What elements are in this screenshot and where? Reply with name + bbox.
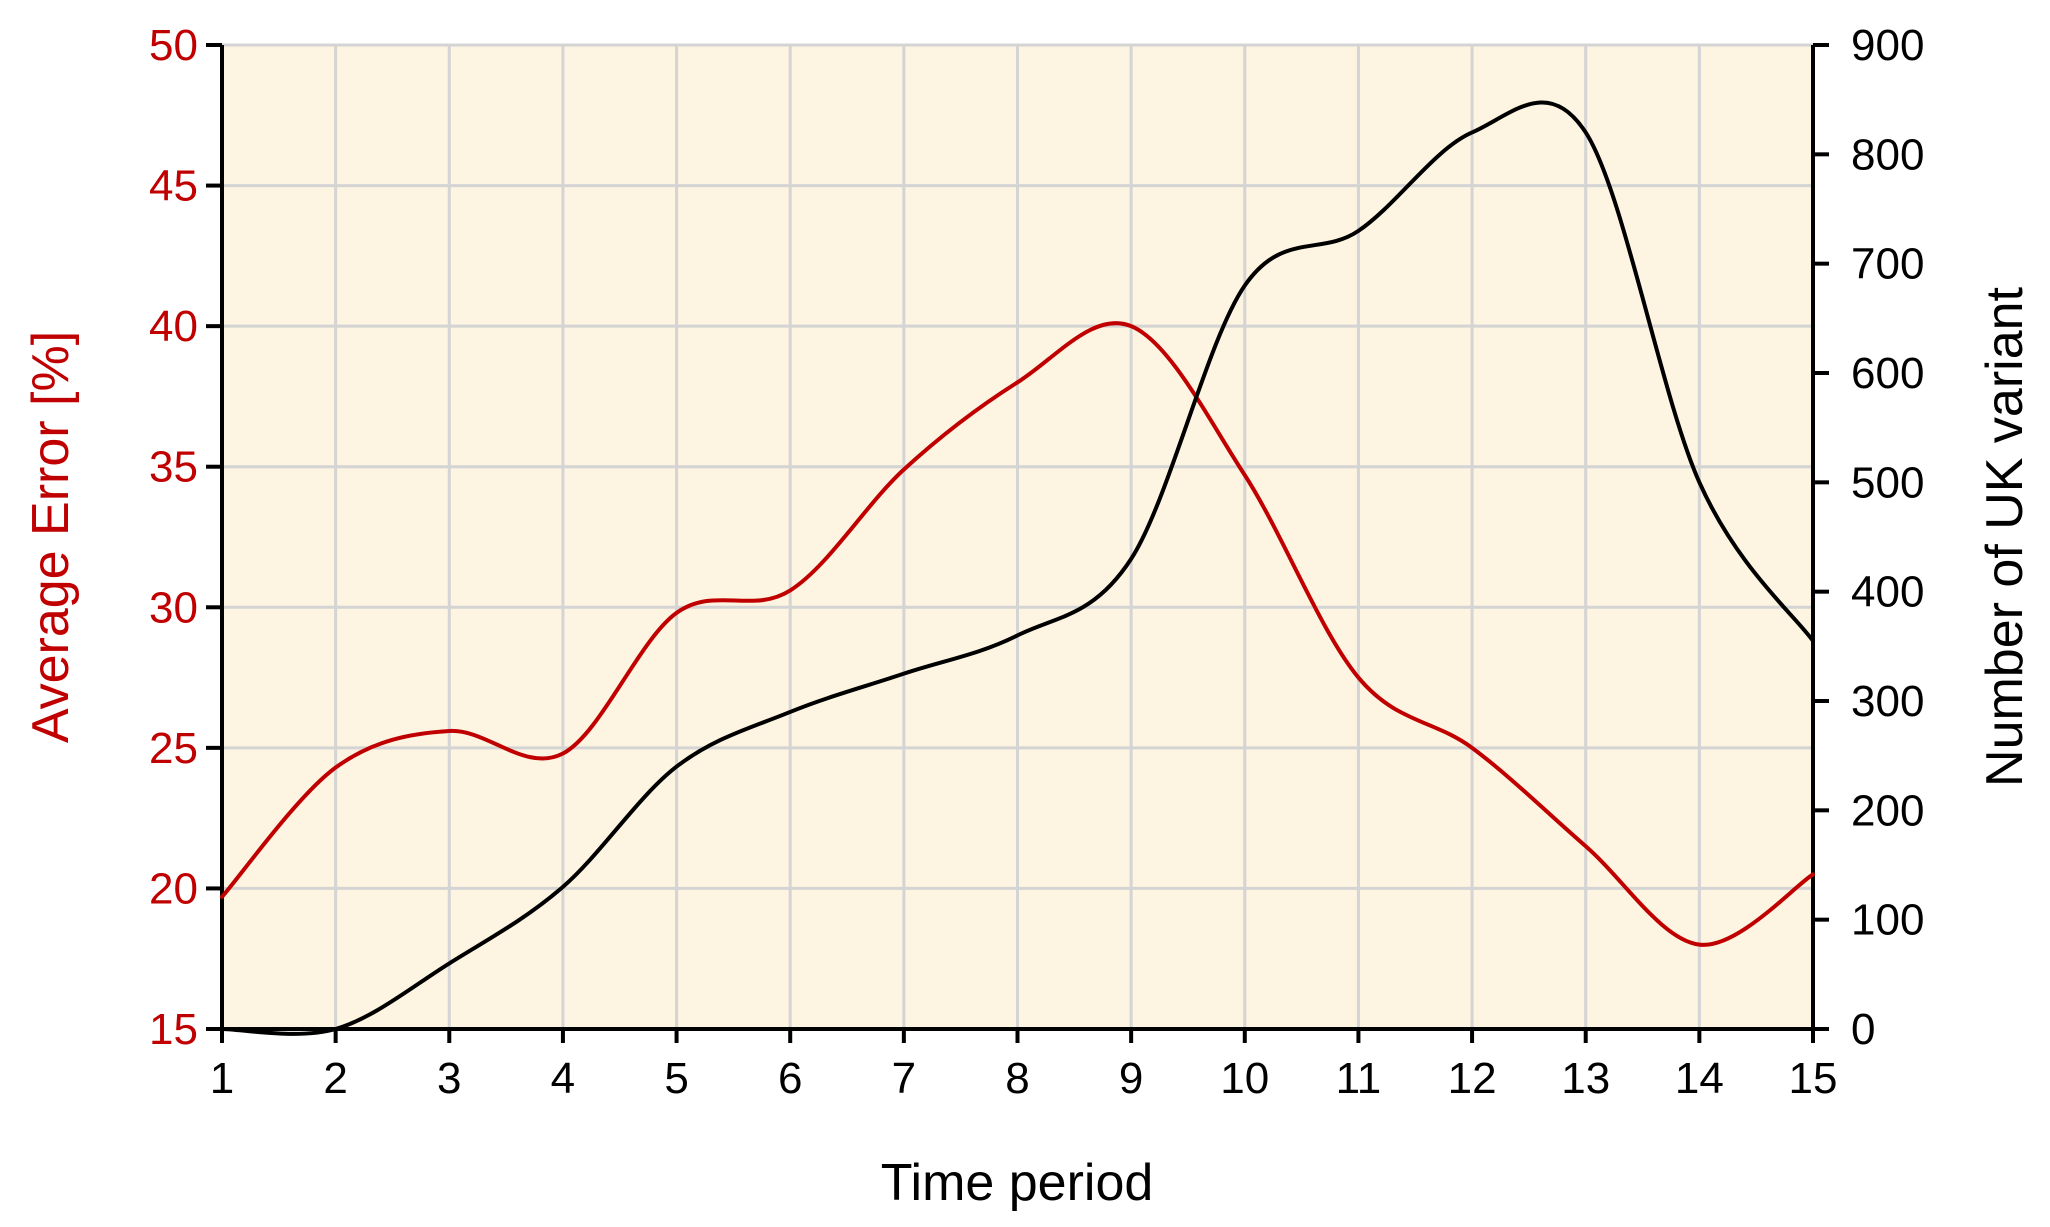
uk-variant-count-line [220, 100, 1815, 1036]
x-tick-label: 7 [892, 1054, 916, 1103]
average-error-line [220, 321, 1815, 947]
x-axis-title: Time period [881, 1154, 1154, 1212]
right-tick-label: 400 [1851, 568, 1924, 617]
right-tick-label: 600 [1851, 349, 1924, 398]
x-tick-label: 2 [323, 1054, 347, 1103]
right-tick-label: 0 [1851, 1005, 1875, 1054]
right-tick-label: 200 [1851, 786, 1924, 835]
left-y-axis-title: Average Error [%] [22, 331, 80, 743]
x-tick-label: 13 [1561, 1054, 1610, 1103]
x-tick-label: 3 [437, 1054, 461, 1103]
right-tick-label: 500 [1851, 458, 1924, 507]
x-tick-label: 9 [1119, 1054, 1143, 1103]
left-tick-label: 25 [149, 724, 198, 773]
right-y-ticks: 0 100 200 300 400 500 600 700 800 900 [1813, 21, 1924, 1054]
x-tick-label: 6 [778, 1054, 802, 1103]
left-tick-label: 20 [149, 864, 198, 913]
x-ticks: 1 2 3 4 5 6 7 8 9 10 11 12 13 14 15 [210, 1029, 1838, 1103]
left-tick-label: 45 [149, 162, 198, 211]
right-tick-label: 300 [1851, 677, 1924, 726]
left-tick-label: 15 [149, 1005, 198, 1054]
x-tick-label: 10 [1220, 1054, 1269, 1103]
left-tick-label: 35 [149, 443, 198, 492]
x-tick-label: 11 [1336, 1054, 1382, 1103]
x-tick-label: 1 [210, 1054, 234, 1103]
x-tick-label: 14 [1675, 1054, 1724, 1103]
x-tick-label: 8 [1005, 1054, 1029, 1103]
left-y-ticks: 15 20 25 30 35 40 45 50 [149, 21, 222, 1054]
right-tick-label: 900 [1851, 21, 1924, 70]
right-tick-label: 100 [1851, 896, 1924, 945]
series-lines [220, 100, 1815, 1036]
left-tick-label: 30 [149, 583, 198, 632]
x-tick-label: 4 [551, 1054, 575, 1103]
right-tick-label: 800 [1851, 130, 1924, 179]
right-tick-label: 700 [1851, 240, 1924, 289]
x-tick-label: 12 [1448, 1054, 1497, 1103]
left-tick-label: 50 [149, 21, 198, 70]
x-tick-label: 5 [664, 1054, 688, 1103]
right-y-axis-title: Number of UK variant [1976, 286, 2034, 787]
left-tick-label: 40 [149, 302, 198, 351]
x-tick-label: 15 [1789, 1054, 1838, 1103]
